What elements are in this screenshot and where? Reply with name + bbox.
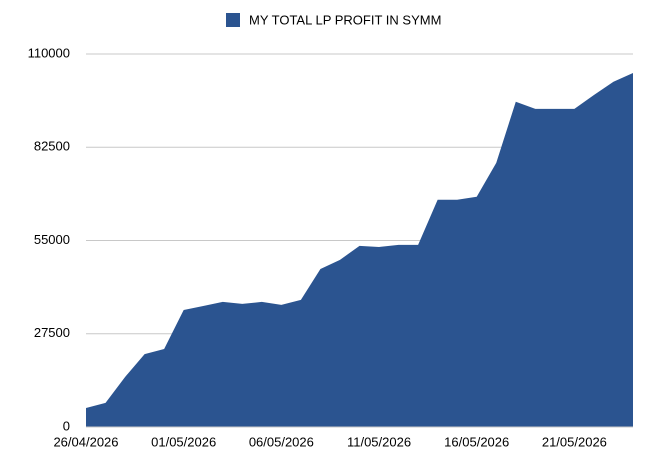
y-tick-label: 27500 (34, 325, 70, 340)
x-tick-label: 26/04/2026 (53, 434, 118, 449)
y-tick-label: 55000 (34, 232, 70, 247)
x-tick-label: 11/05/2026 (347, 434, 411, 449)
area (86, 72, 633, 428)
x-tick-label: 01/05/2026 (151, 434, 216, 449)
legend-label: MY TOTAL LP PROFIT IN SYMM (249, 12, 441, 27)
y-tick-label: 82500 (34, 139, 70, 154)
y-tick-label: 0 (63, 418, 70, 433)
x-tick-label: 06/05/2026 (249, 434, 314, 449)
x-tick-label: 21/05/2026 (542, 434, 607, 449)
legend-swatch (226, 13, 240, 27)
x-tick-label: 16/05/2026 (444, 434, 509, 449)
y-tick-label: 110000 (28, 45, 70, 60)
